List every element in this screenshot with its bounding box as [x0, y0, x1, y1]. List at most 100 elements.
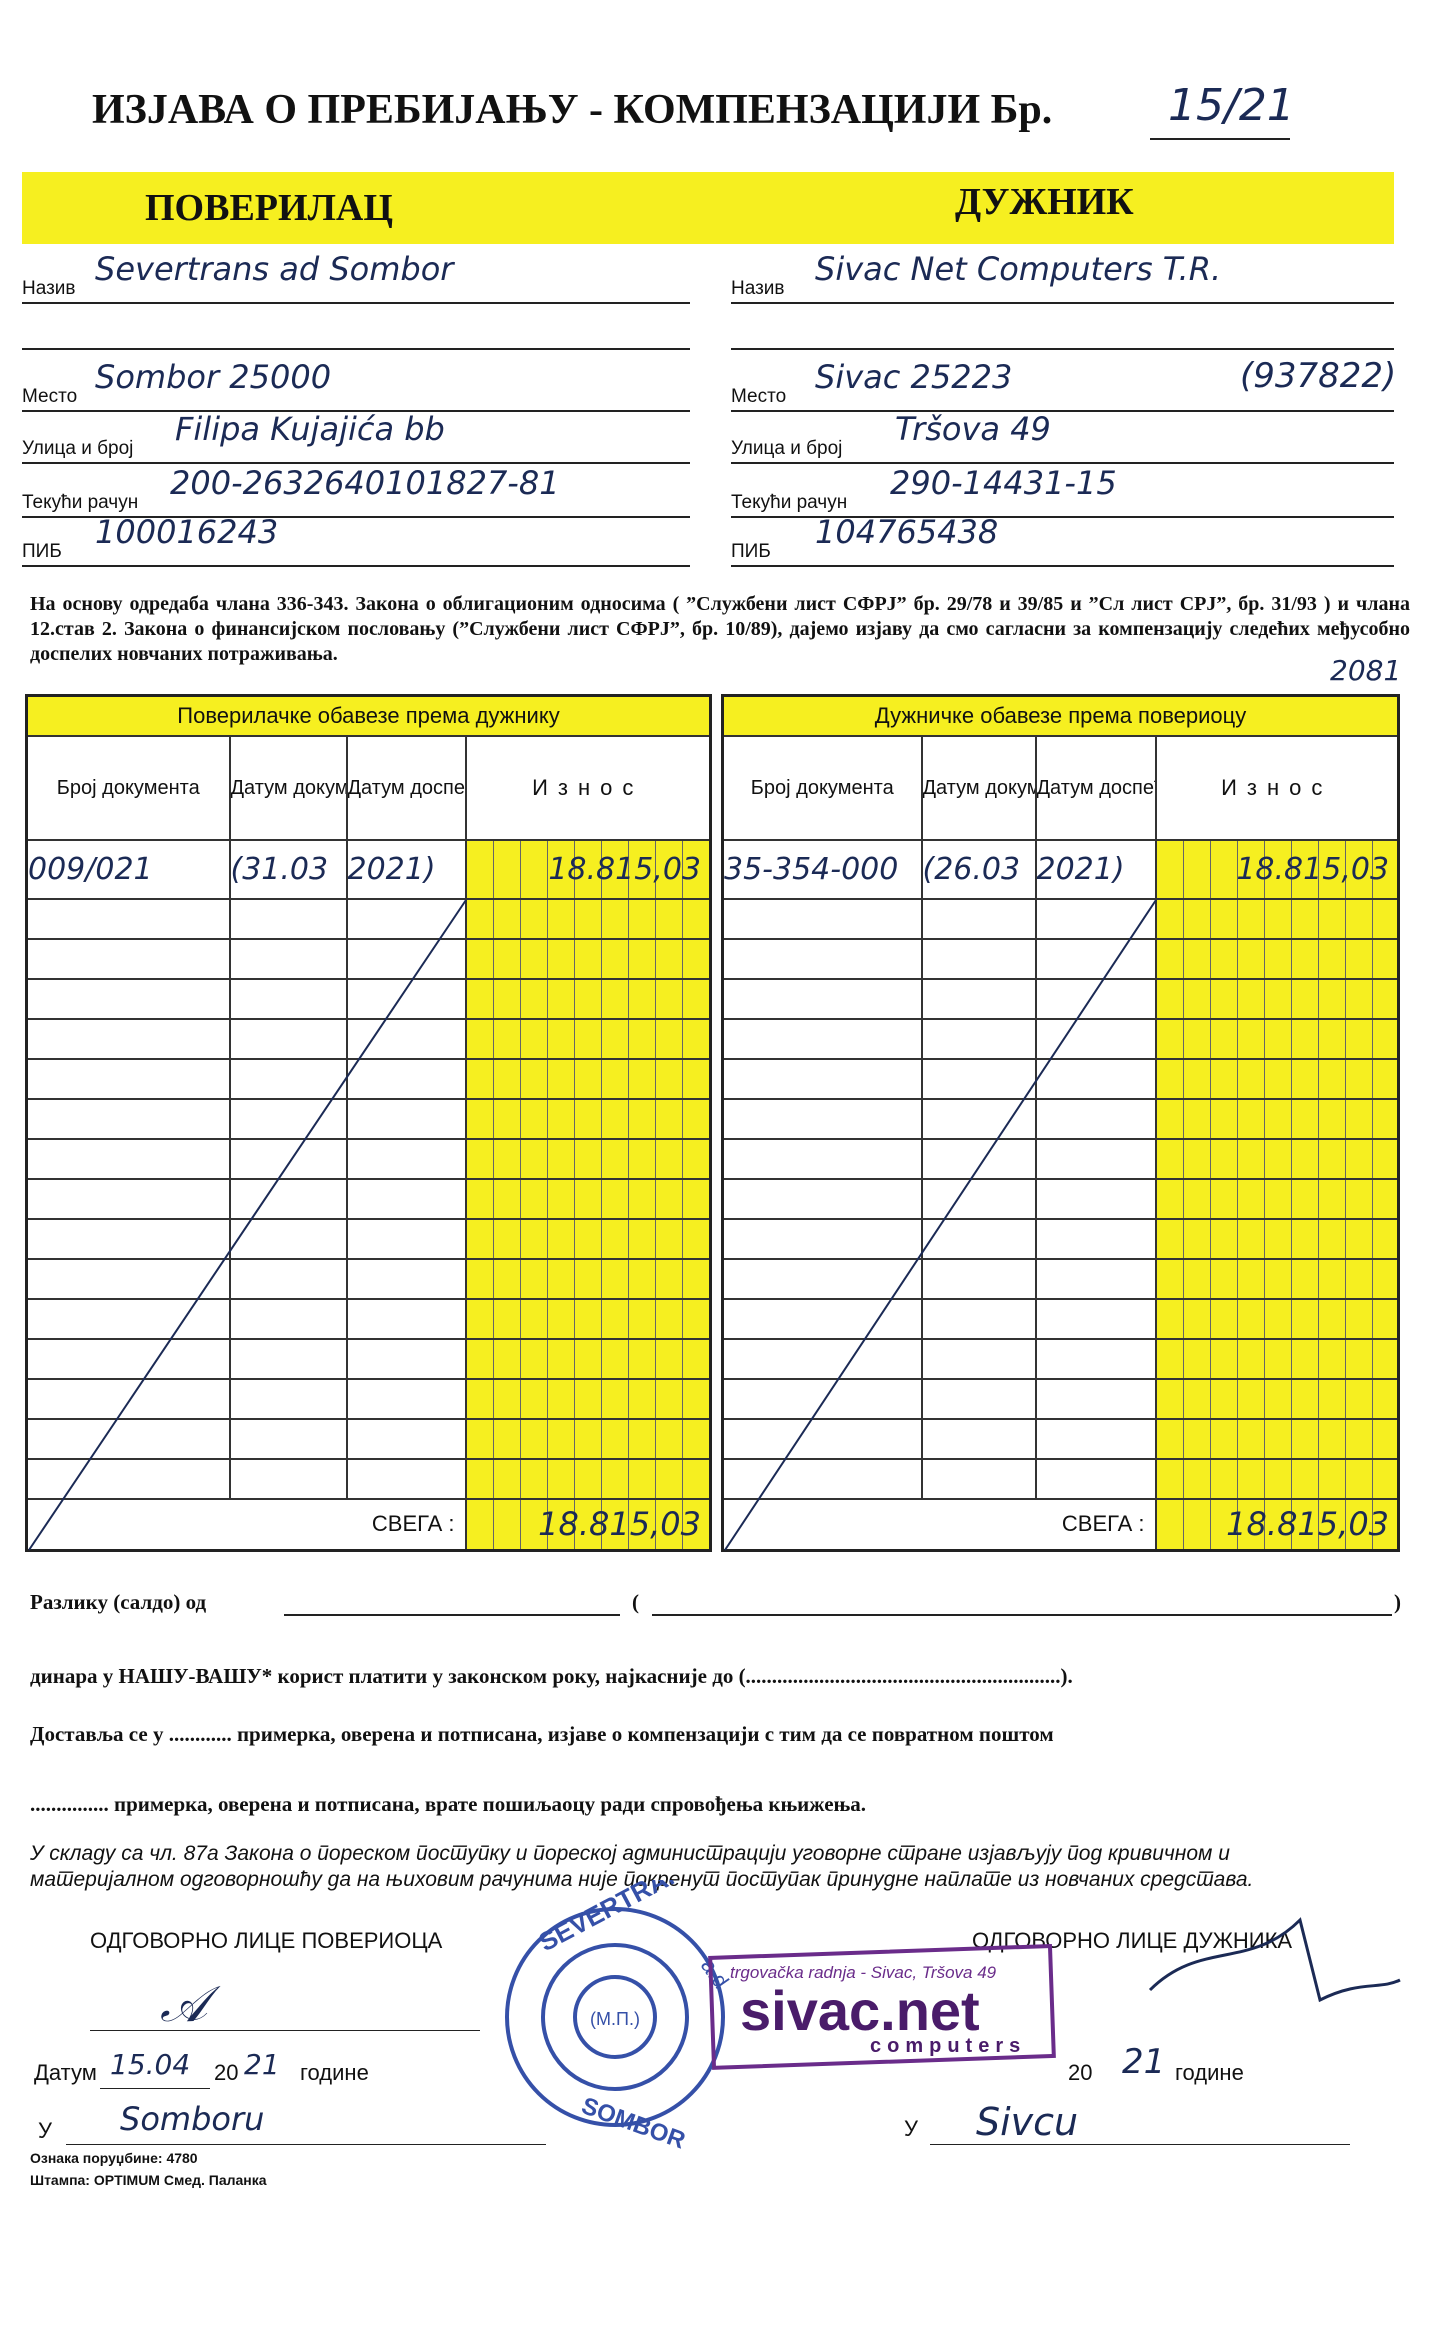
- empty-cell: [464, 1097, 712, 1140]
- paren: ): [1394, 1590, 1401, 1614]
- place-value: Sivcu: [976, 2100, 1079, 2144]
- field-value: 290-14431-15: [890, 464, 1117, 502]
- stamps: SEVERTRANS a.d. SOMBOR (М.П.) trgovačka …: [505, 1880, 1401, 2155]
- empty-cell: [345, 1057, 467, 1100]
- empty-cell: [920, 1377, 1036, 1420]
- empty-cell: [464, 1377, 712, 1420]
- empty-cell: [721, 1097, 922, 1140]
- empty-cell: [1154, 1137, 1400, 1180]
- empty-cell: [228, 1417, 347, 1460]
- empty-cell: [1034, 1137, 1157, 1180]
- empty-row: [25, 897, 712, 940]
- cell: 18.815,03: [1154, 838, 1400, 900]
- empty-cell: [920, 977, 1036, 1020]
- cell: 35-354-000: [721, 838, 923, 900]
- empty-cell: [25, 977, 230, 1020]
- empty-row: [721, 1337, 1400, 1380]
- field-label: Назив: [731, 278, 785, 299]
- column-header: Датум документа: [228, 734, 348, 841]
- empty-cell: [25, 897, 230, 940]
- date-value: 15.04: [110, 2048, 191, 2081]
- empty-row: [721, 1097, 1400, 1140]
- place-value: Somboru: [120, 2100, 265, 2138]
- empty-row: [721, 977, 1400, 1020]
- empty-cell: [464, 1217, 712, 1260]
- field-value: Severtrans ad Sombor: [95, 250, 454, 288]
- empty-cell: [228, 1017, 347, 1060]
- empty-cell: [25, 1377, 230, 1420]
- empty-cell: [920, 1057, 1036, 1100]
- empty-row: [721, 1257, 1400, 1300]
- column-header: Датум доспећа: [345, 734, 467, 841]
- field-value: Tršova 49: [895, 410, 1051, 448]
- footer-print: Штампа: OPTIMUM Смед. Паланка: [30, 2172, 267, 2188]
- doc-number: 15/21: [1168, 80, 1295, 131]
- empty-cell: [25, 1457, 230, 1500]
- empty-cell: [1154, 1457, 1400, 1500]
- empty-cell: [25, 1057, 230, 1100]
- empty-cell: [345, 897, 467, 940]
- empty-cell: [345, 1257, 467, 1300]
- year-value: 21: [244, 2048, 280, 2081]
- empty-cell: [25, 1017, 230, 1060]
- empty-cell: [464, 897, 712, 940]
- empty-row: [25, 1337, 712, 1380]
- field-label: Улица и број: [731, 438, 843, 459]
- empty-cell: [1154, 1257, 1400, 1300]
- empty-row: [25, 1017, 712, 1060]
- empty-cell: [1034, 1177, 1157, 1220]
- field-line: [22, 516, 690, 518]
- empty-cell: [920, 1217, 1036, 1260]
- field-line: [731, 516, 1394, 518]
- empty-row: [721, 1417, 1400, 1460]
- empty-cell: [228, 1457, 347, 1500]
- field-value: 200-2632640101827-81: [170, 464, 560, 502]
- legal-paragraph: На основу одредаба члана 336-343. Закона…: [30, 593, 1410, 665]
- empty-cell: [25, 1337, 230, 1380]
- stamp-city: SOMBOR: [578, 2092, 689, 2154]
- empty-cell: [345, 1097, 467, 1140]
- empty-cell: [1154, 1057, 1400, 1100]
- title-row: Дужничке обавезе према повериоцу: [721, 694, 1400, 737]
- empty-cell: [920, 937, 1036, 980]
- empty-cell: [1034, 1417, 1157, 1460]
- debtor-extra: (937822): [1240, 356, 1397, 396]
- empty-cell: [228, 1377, 347, 1420]
- field-line: [731, 565, 1394, 567]
- empty-cell: [464, 1457, 712, 1500]
- stamp-mark: (М.П.): [590, 2009, 640, 2029]
- total-row: СВЕГА :18.815,03: [26, 1497, 712, 1552]
- empty-cell: [1154, 1217, 1400, 1260]
- empty-cell: [721, 1377, 922, 1420]
- empty-cell: [1034, 1457, 1157, 1500]
- empty-cell: [25, 1217, 230, 1260]
- field-line: [731, 462, 1394, 464]
- empty-cell: [25, 1297, 230, 1340]
- empty-row: [721, 1217, 1400, 1260]
- empty-cell: [25, 1137, 230, 1180]
- empty-cell: [345, 1137, 467, 1180]
- empty-cell: [721, 1137, 922, 1180]
- field-value: Sivac Net Computers T.R.: [815, 250, 1222, 288]
- field-line: [22, 302, 690, 304]
- empty-cell: [1034, 1217, 1157, 1260]
- empty-cell: [721, 1417, 922, 1460]
- empty-row: [721, 1137, 1400, 1180]
- field-label: Текући рачун: [22, 492, 139, 513]
- empty-cell: [25, 937, 230, 980]
- field-label: Назив: [22, 278, 76, 299]
- field-value: Filipa Kujajića bb: [175, 410, 445, 448]
- legal-line: У складу са чл. 87а Закона о пореском по…: [30, 1842, 1230, 1865]
- empty-cell: [345, 1457, 467, 1500]
- paragraph-note: 2081: [1330, 654, 1402, 687]
- underline: [652, 1614, 1392, 1616]
- field-line: [22, 565, 690, 567]
- empty-cell: [228, 1137, 347, 1180]
- creditor-heading: ПОВЕРИЛАЦ: [145, 187, 393, 229]
- empty-cell: [1154, 1377, 1400, 1420]
- place-label: У: [904, 2116, 918, 2141]
- total-label: СВЕГА :: [722, 1497, 1156, 1552]
- title-row: Поверилачке обавезе према дужнику: [25, 694, 712, 737]
